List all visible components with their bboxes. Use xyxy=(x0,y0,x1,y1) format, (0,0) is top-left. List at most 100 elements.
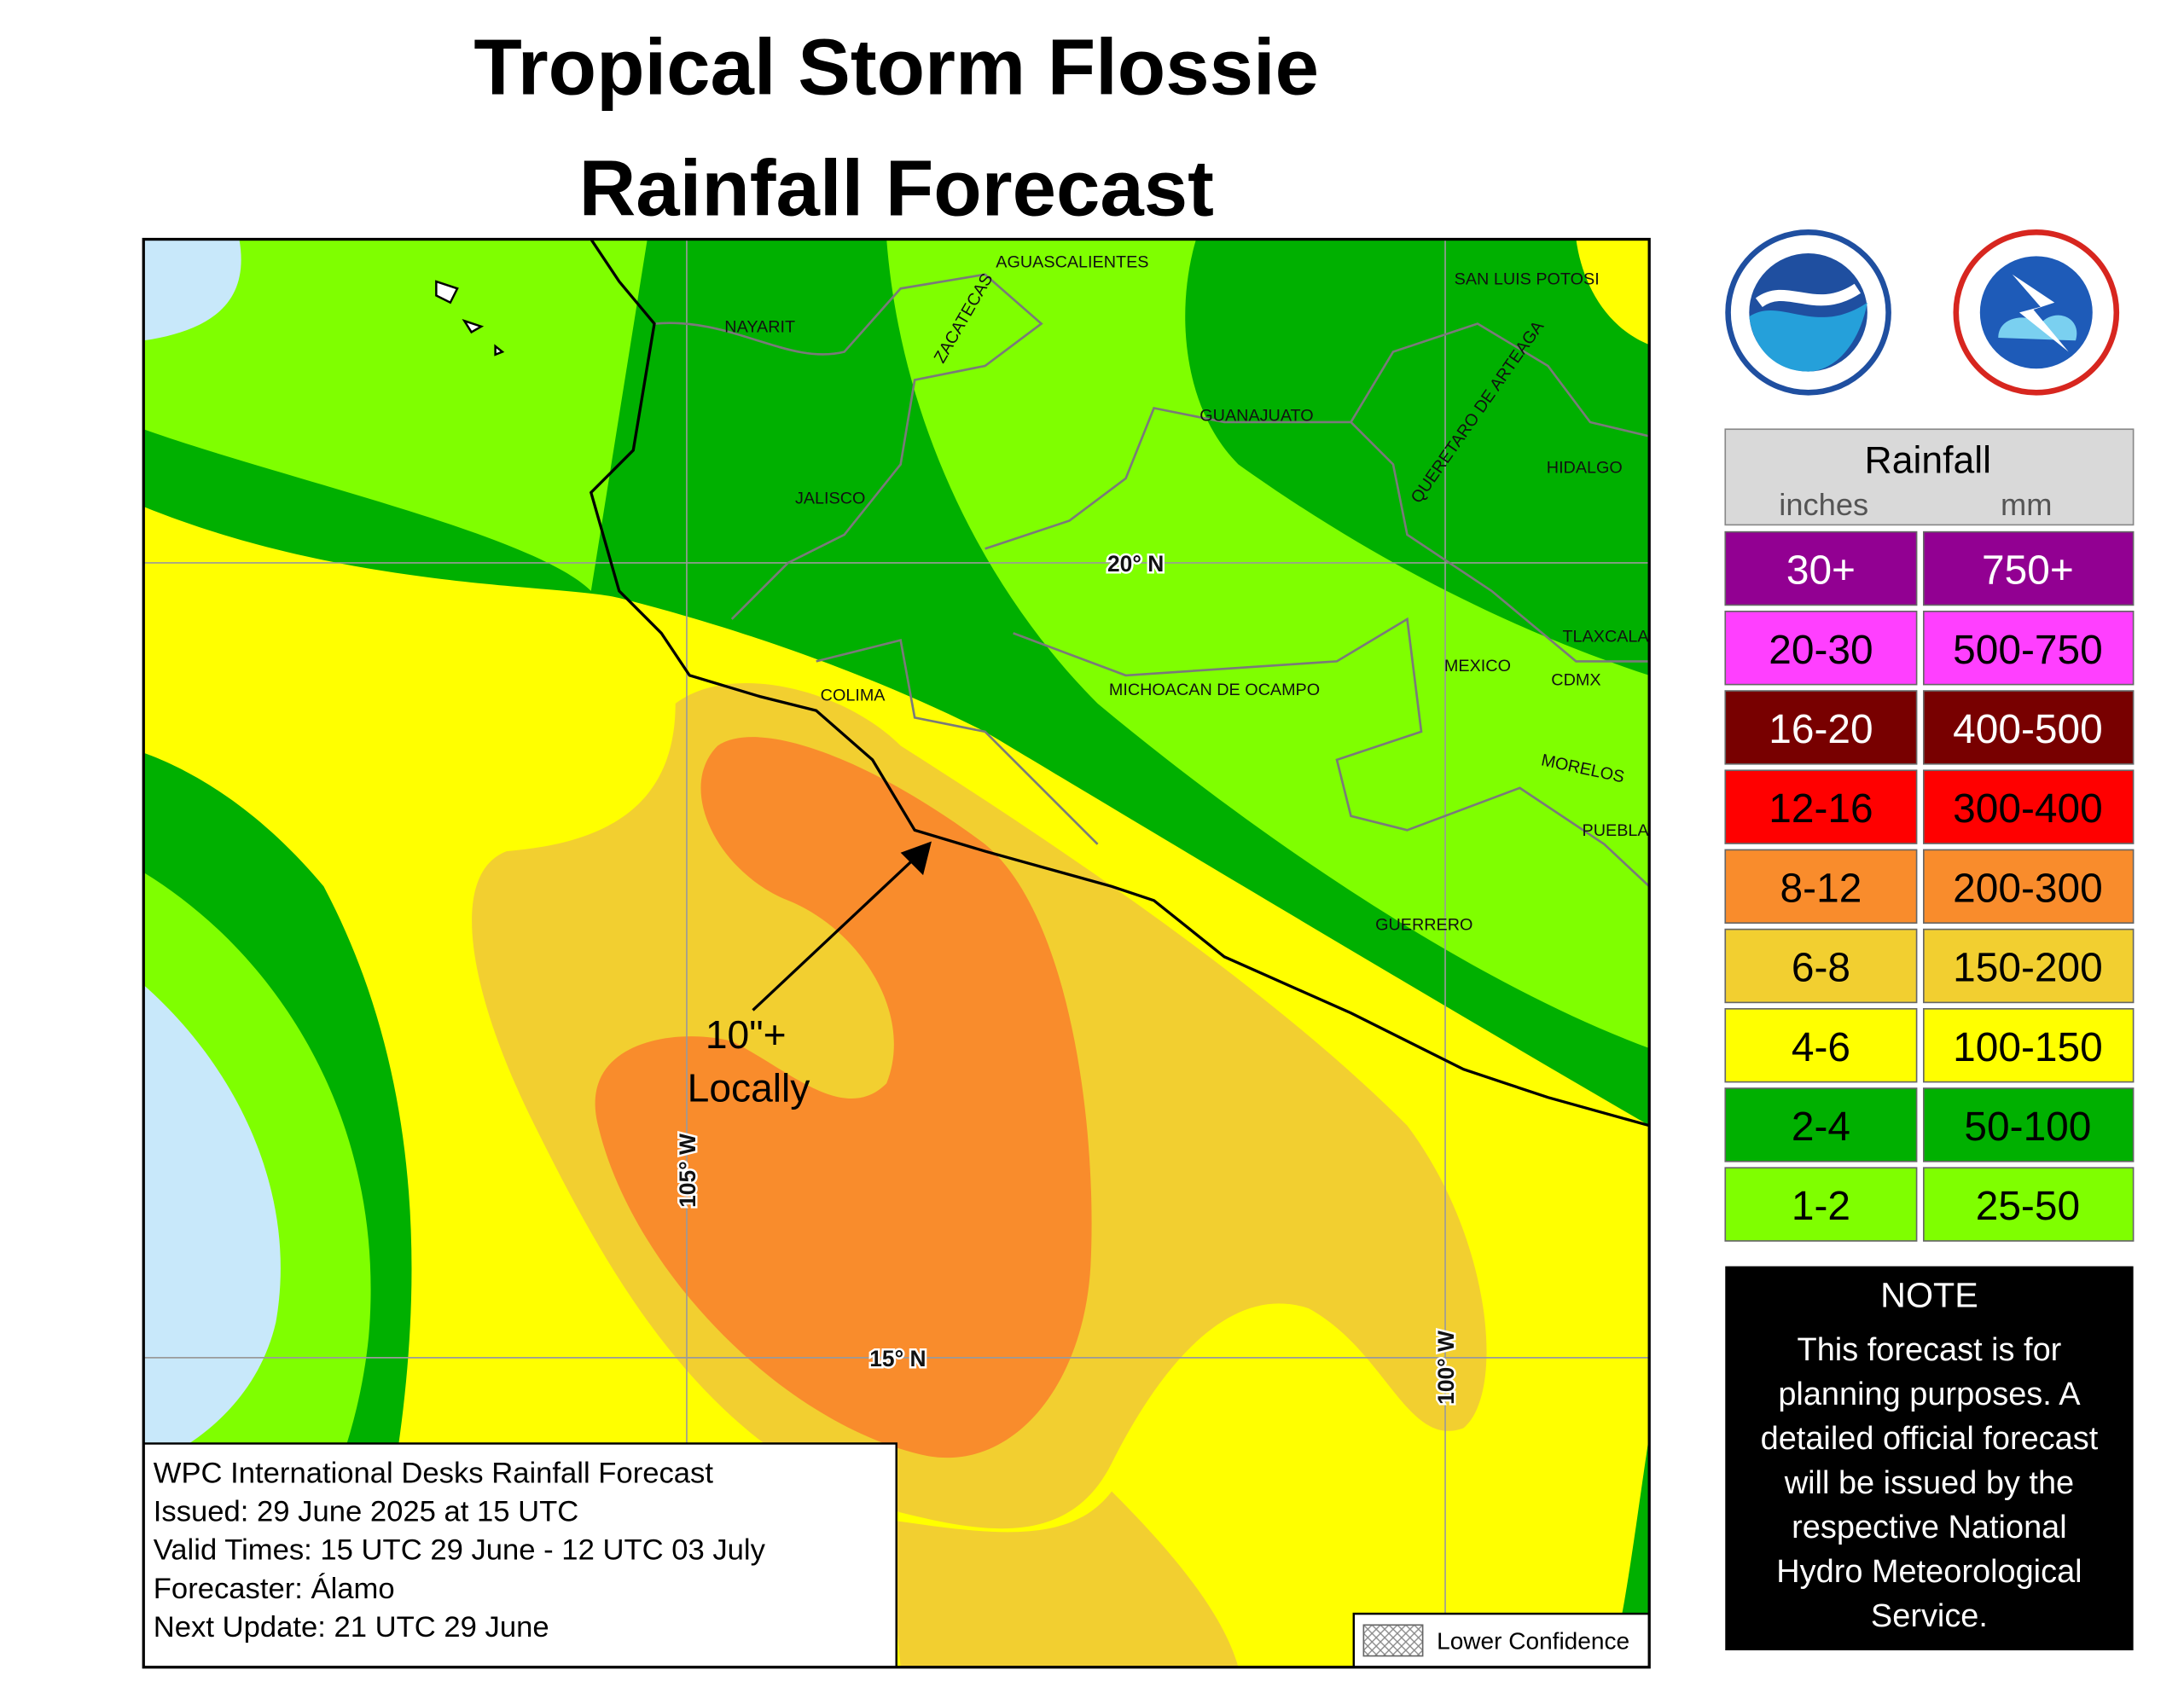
legend-mm: 150-200 xyxy=(1953,946,2103,991)
state-border xyxy=(1013,617,1650,888)
coastline xyxy=(589,239,1650,1128)
state-label: PUEBLA xyxy=(1583,821,1650,840)
info-line: WPC International Desks Rainfall Forecas… xyxy=(154,1458,714,1490)
note-line: respective National xyxy=(1792,1510,2067,1545)
legend-swatch xyxy=(1724,1167,1918,1242)
note-line: Service. xyxy=(1871,1598,1988,1634)
legend-swatch xyxy=(1724,611,1918,686)
zone-2-4 xyxy=(1185,239,1650,675)
legend-swatch xyxy=(1923,1087,2135,1162)
note-line: This forecast is for xyxy=(1798,1332,2062,1368)
legend-inches: 6-8 xyxy=(1792,946,1850,991)
zone-6-8 xyxy=(886,1491,1239,1667)
note-title: NOTE xyxy=(1880,1276,1978,1315)
state-label: CDMX xyxy=(1551,670,1600,689)
legend-inches: 4-6 xyxy=(1792,1025,1850,1070)
grid-label: 100° W xyxy=(1433,1330,1459,1405)
legend-mm: 25-50 xyxy=(1976,1184,2080,1229)
legend-swatch xyxy=(1923,690,2135,765)
annotation-arrow xyxy=(752,857,916,1012)
legend: Rainfall inches mm 30+ 750+ 20-30 500-750 16… xyxy=(1724,428,2135,1242)
state-label: AGUASCALIENTES xyxy=(996,253,1148,272)
note-box xyxy=(1725,1266,2134,1650)
note: NOTE This forecast is for planning purpose… xyxy=(1761,1276,2099,1634)
state-label: HIDALGO xyxy=(1547,458,1623,477)
note-line: detailed official forecast xyxy=(1761,1421,2099,1457)
info-line: Issued: 29 June 2025 at 15 UTC xyxy=(154,1496,579,1528)
annotation: 10"+ xyxy=(706,1012,787,1057)
legend-mm: 300-400 xyxy=(1953,786,2103,832)
note-line: Hydro Meteorological xyxy=(1776,1554,2082,1590)
legend-mm: 50-100 xyxy=(1964,1104,2091,1150)
state-label: JALISCO xyxy=(795,490,865,508)
title: Tropical Storm Flossie xyxy=(473,23,1319,112)
state-label: SAN LUIS POTOSI xyxy=(1455,270,1600,288)
state-label: MEXICO xyxy=(1444,657,1511,675)
zone-4-6 xyxy=(1576,239,1650,345)
zone-8-12 xyxy=(595,737,1092,1458)
legend-inches: 8-12 xyxy=(1780,866,1862,911)
legend-swatch xyxy=(1923,1167,2135,1242)
legend-inches: 1-2 xyxy=(1792,1184,1850,1229)
state-border xyxy=(816,639,1099,845)
state-border xyxy=(653,273,1043,620)
legend-unit: inches xyxy=(1779,487,1868,522)
state-label: GUERRERO xyxy=(1375,915,1472,934)
state-label: COLIMA xyxy=(821,687,886,705)
legend-inches: 2-4 xyxy=(1792,1104,1850,1150)
map-frame xyxy=(142,237,1651,1669)
legend-inches: 16-20 xyxy=(1769,707,1873,752)
legend-swatch xyxy=(1724,849,1918,925)
info-line: Next Update: 21 UTC 29 June xyxy=(154,1611,549,1644)
map: AGUASCALIENTES SAN LUIS POTOSI NAYARIT Z… xyxy=(143,239,1650,1667)
info-text: WPC International Desks Rainfall Forecas… xyxy=(154,1458,766,1644)
legend-mm: 100-150 xyxy=(1953,1025,2103,1070)
legend-swatch xyxy=(1724,769,1918,844)
legend-mm: 400-500 xyxy=(1953,707,2103,752)
legend-swatch xyxy=(1923,849,2135,925)
legend-swatch xyxy=(1724,1007,1918,1083)
legend-header xyxy=(1724,428,2135,526)
annotation: Locally xyxy=(688,1066,810,1110)
state-label: GUANAJUATO xyxy=(1199,406,1313,425)
legend-mm: 500-750 xyxy=(1953,628,2103,673)
state-border xyxy=(1350,322,1650,438)
zone-dry xyxy=(143,239,241,341)
grid-label: 15° N xyxy=(869,1346,926,1371)
zone-dry xyxy=(143,984,281,1466)
confidence-label: Lower Confidence xyxy=(1437,1627,1629,1654)
legend-unit: mm xyxy=(2001,487,2052,522)
state-label: MICHOACAN DE OCAMPO xyxy=(1109,681,1320,699)
legend-inches: 20-30 xyxy=(1769,628,1873,673)
legend-title: Rainfall xyxy=(1865,439,1991,481)
legend-mm: 750+ xyxy=(1982,548,2074,594)
info-box xyxy=(143,1442,897,1667)
legend-swatch xyxy=(1724,1087,1918,1162)
hatch-swatch xyxy=(1362,1624,1424,1657)
islands xyxy=(435,280,505,357)
legend-swatch xyxy=(1923,1007,2135,1083)
state-label: NAYARIT xyxy=(724,317,795,336)
legend-swatch xyxy=(1724,530,1918,606)
legend-swatch xyxy=(1923,928,2135,1004)
legend-swatch xyxy=(1923,769,2135,844)
info-line: Forecaster: Álamo xyxy=(154,1572,395,1605)
title: Rainfall Forecast xyxy=(579,144,1214,233)
legend-inches: 30+ xyxy=(1786,548,1856,594)
legend-mm: 200-300 xyxy=(1953,866,2103,911)
info-line: Valid Times: 15 UTC 29 June - 12 UTC 03 … xyxy=(154,1534,766,1567)
legend-swatch xyxy=(1923,530,2135,606)
legend-swatch xyxy=(1923,611,2135,686)
note-line: planning purposes. A xyxy=(1778,1377,2081,1412)
state-label: TLAXCALA xyxy=(1562,627,1649,646)
note-line: will be issued by the xyxy=(1784,1465,2074,1501)
legend-swatch xyxy=(1724,690,1918,765)
grid-label: 105° W xyxy=(675,1133,700,1208)
legend-swatch xyxy=(1724,928,1918,1004)
legend-inches: 12-16 xyxy=(1769,786,1873,832)
grid-label: 20° N xyxy=(1107,551,1164,577)
nws-logo xyxy=(1953,229,2120,396)
noaa-logo xyxy=(1725,229,1891,396)
